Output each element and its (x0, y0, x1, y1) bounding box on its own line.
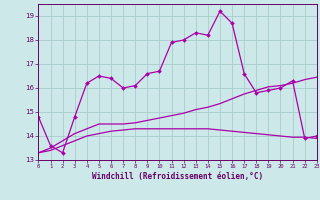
X-axis label: Windchill (Refroidissement éolien,°C): Windchill (Refroidissement éolien,°C) (92, 172, 263, 181)
